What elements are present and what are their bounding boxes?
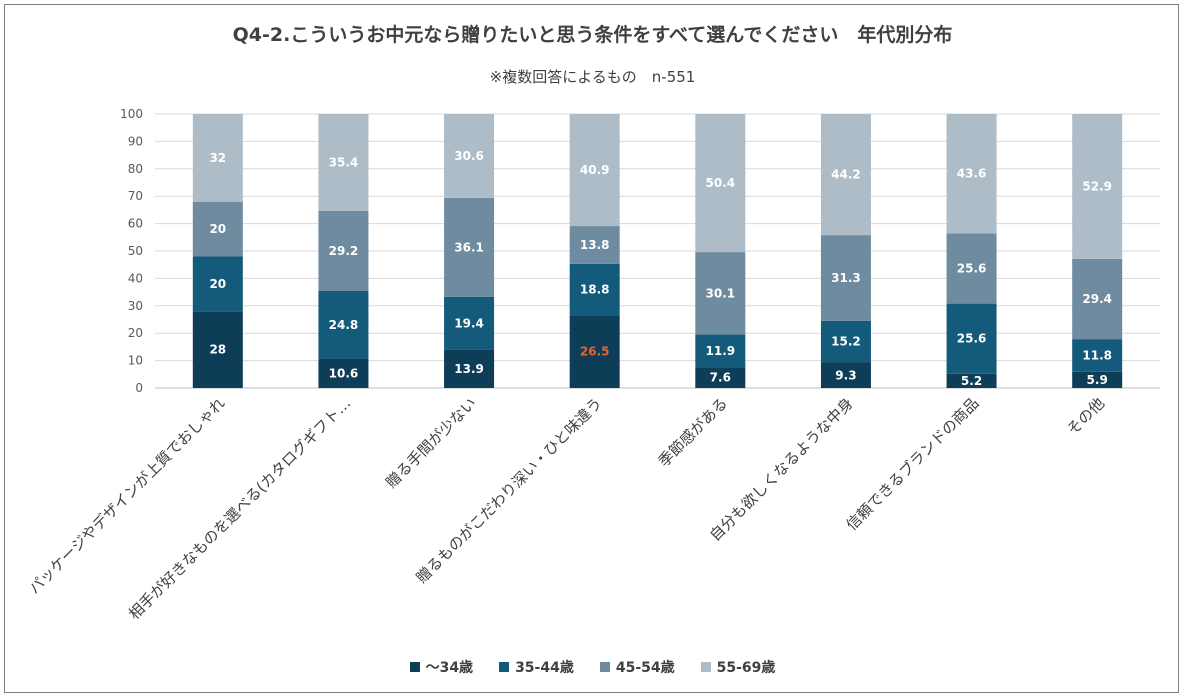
data-label: 31.3: [831, 271, 861, 285]
data-label: 25.6: [957, 262, 987, 276]
data-label: 5.2: [961, 374, 982, 388]
x-category-label: 贈る手間が少ない: [382, 394, 480, 492]
legend-item: 55-69歳: [700, 657, 776, 677]
chart-legend: 〜34歳 35-44歳 45-54歳 55-69歳: [0, 657, 1185, 677]
bar-segment: [444, 296, 495, 350]
data-label: 40.9: [580, 163, 610, 177]
y-tick-label: 30: [128, 299, 143, 313]
bar-segment: [318, 291, 369, 359]
y-tick-label: 20: [128, 326, 143, 340]
bar-segment: [946, 233, 997, 304]
legend-swatch: [499, 662, 510, 672]
bar-segment: [569, 226, 620, 264]
data-label: 11.9: [706, 344, 736, 358]
x-category-label: その他: [1063, 394, 1108, 439]
data-label: 9.3: [835, 368, 856, 382]
y-tick-label: 60: [128, 217, 143, 231]
data-label: 13.9: [454, 362, 484, 376]
bar-segment: [318, 358, 369, 388]
y-tick-label: 70: [128, 189, 143, 203]
bar-segment: [1072, 258, 1123, 340]
x-category-label: パッケージやデザインが上質でおしゃれ: [25, 394, 228, 597]
legend-swatch: [409, 662, 420, 672]
data-label: 28: [209, 343, 226, 357]
data-label: 7.6: [710, 371, 731, 385]
bar-segment: [444, 114, 495, 198]
data-label: 10.6: [329, 366, 359, 380]
bar-segment: [946, 373, 997, 388]
data-label: 43.6: [957, 167, 987, 181]
bar-segment: [820, 320, 871, 363]
bar-segment: [569, 263, 620, 316]
bar-segment: [820, 362, 871, 388]
x-category-label: 自分も欲しくなるような中身: [706, 394, 857, 545]
y-tick-label: 50: [128, 244, 143, 258]
bar-segment: [1072, 114, 1123, 259]
data-label: 19.4: [454, 316, 484, 330]
data-label: 18.8: [580, 283, 610, 297]
data-label: 32: [209, 151, 226, 165]
y-tick-label: 100: [120, 107, 143, 121]
data-label: 25.6: [957, 332, 987, 346]
data-label: 35.4: [329, 155, 359, 169]
data-label: 50.4: [706, 176, 736, 190]
data-label: 24.8: [329, 318, 359, 332]
bar-segment: [695, 334, 746, 368]
y-tick-label: 0: [135, 381, 143, 395]
legend-label: 55-69歳: [716, 660, 776, 676]
legend-swatch: [599, 662, 610, 672]
legend-label: 45-54歳: [615, 660, 675, 676]
bar-segment: [1072, 339, 1123, 372]
legend-swatch: [700, 662, 711, 672]
bar-segment: [946, 114, 997, 234]
bar-segment: [569, 315, 620, 388]
x-category-label: 季節感がある: [655, 394, 731, 470]
bar-segment: [569, 114, 620, 227]
bar-segment: [695, 367, 746, 388]
data-label: 20: [209, 277, 226, 291]
bar-segment: [444, 197, 495, 297]
legend-item: 45-54歳: [599, 657, 675, 677]
data-label: 13.8: [580, 238, 610, 252]
y-tick-label: 40: [128, 271, 143, 285]
data-label: 29.4: [1082, 292, 1112, 306]
bar-segment: [192, 256, 243, 312]
legend-label: 35-44歳: [515, 660, 574, 676]
data-label: 15.2: [831, 335, 861, 349]
bar-segment: [318, 210, 369, 292]
bar-segment: [820, 114, 871, 236]
chart-title: Q4-2.こういうお中元なら贈りたいと思う条件をすべて選んでください 年代別分布: [232, 24, 953, 46]
bar-segment: [820, 235, 871, 321]
bar-segment: [318, 114, 369, 211]
y-tick-label: 90: [128, 134, 143, 148]
data-label: 44.2: [831, 168, 861, 182]
data-label: 30.1: [706, 286, 736, 300]
data-label: 26.5: [580, 345, 610, 359]
legend-item: 35-44歳: [499, 657, 574, 677]
data-label: 30.6: [454, 149, 484, 163]
bar-segment: [192, 201, 243, 257]
bar-segment: [946, 303, 997, 374]
bar-segment: [192, 114, 243, 202]
legend-item: 〜34歳: [409, 657, 474, 677]
y-tick-label: 80: [128, 162, 143, 176]
data-label: 29.2: [329, 244, 359, 258]
data-label: 20: [209, 222, 226, 236]
data-label: 36.1: [454, 240, 484, 254]
data-label: 52.9: [1082, 179, 1112, 193]
legend-label: 〜34歳: [425, 660, 474, 676]
bar-segment: [695, 252, 746, 335]
y-tick-label: 10: [128, 354, 143, 368]
bar-segment: [1072, 371, 1123, 388]
chart-subtitle: ※複数回答によるもの n-551: [489, 68, 696, 86]
bar-segment: [444, 349, 495, 388]
x-category-label: 相手が好きなものを選べる(カタログギフト…: [125, 394, 354, 623]
x-category-label: 信頼できるブランドの商品: [843, 394, 983, 534]
bar-segment: [695, 114, 746, 253]
data-label: 5.9: [1087, 373, 1108, 387]
data-label: 11.8: [1082, 349, 1112, 363]
bar-segment: [192, 311, 243, 388]
